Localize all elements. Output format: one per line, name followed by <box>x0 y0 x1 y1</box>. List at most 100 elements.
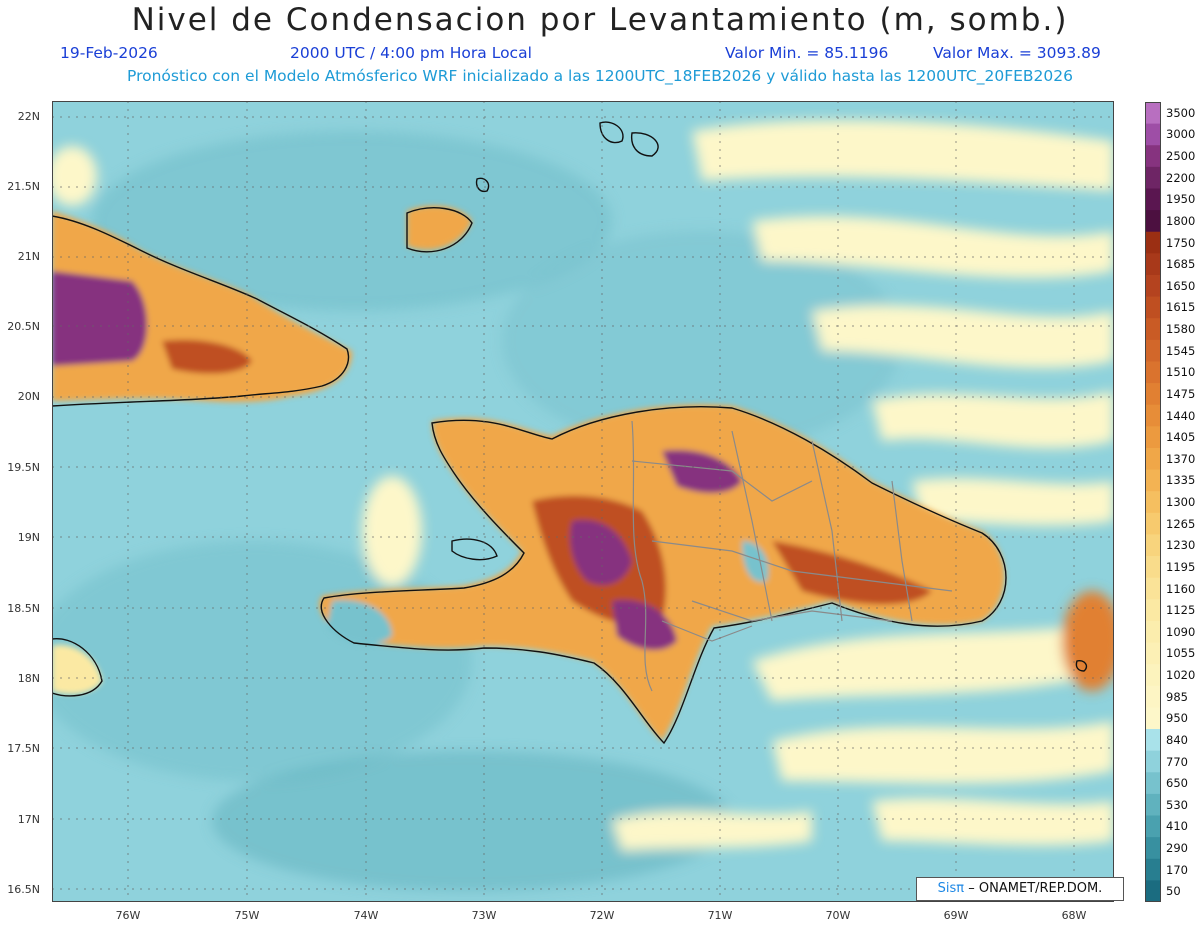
colorbar-label: 50 <box>1166 884 1181 899</box>
colorbar-swatch <box>1145 296 1161 319</box>
lat-label: 18N <box>17 672 40 685</box>
colorbar-label: 1615 <box>1166 300 1196 315</box>
colorbar-swatch <box>1145 729 1161 752</box>
colorbar-label: 1440 <box>1166 408 1196 423</box>
colorbar-swatch <box>1145 837 1161 860</box>
lon-label: 74W <box>353 909 379 922</box>
colorbar-swatch <box>1145 253 1161 276</box>
colorbar-label: 1055 <box>1166 646 1196 661</box>
colorbar-swatch <box>1145 685 1161 708</box>
colorbar-label: 1950 <box>1166 192 1196 207</box>
colorbar-label: 1230 <box>1166 538 1196 553</box>
colorbar-swatch <box>1145 102 1161 125</box>
map-frame <box>52 101 1114 902</box>
lcl-map <box>52 101 1114 902</box>
colorbar-label: 840 <box>1166 732 1188 747</box>
colorbar-swatch <box>1145 383 1161 406</box>
colorbar-swatch <box>1145 404 1161 427</box>
lon-label: 75W <box>234 909 260 922</box>
colorbar-swatch <box>1145 707 1161 730</box>
colorbar-label: 1335 <box>1166 473 1196 488</box>
colorbar-label: 3500 <box>1166 105 1196 120</box>
colorbar-label: 530 <box>1166 797 1188 812</box>
lat-label: 16.5N <box>7 883 40 896</box>
colorbar-label: 1300 <box>1166 495 1196 509</box>
lon-label: 71W <box>707 909 733 922</box>
colorbar-label: 1405 <box>1166 430 1196 445</box>
lat-label: 22N <box>17 110 40 123</box>
lat-label: 17N <box>17 813 40 826</box>
max-value: Valor Max. = 3093.89 <box>933 44 1101 62</box>
lat-label: 19N <box>17 531 40 544</box>
colorbar-label: 650 <box>1166 776 1188 791</box>
colorbar-swatch <box>1145 512 1161 535</box>
colorbar-label: 1090 <box>1166 624 1196 639</box>
colorbar-swatch <box>1145 361 1161 384</box>
colorbar-swatch <box>1145 534 1161 557</box>
colorbar-swatch <box>1145 231 1161 254</box>
credit-box: Sisπ – ONAMET/REP.DOM. <box>916 877 1124 901</box>
lon-label: 70W <box>825 909 851 922</box>
lat-label: 17.5N <box>7 742 40 755</box>
coastlines <box>52 121 1088 745</box>
lon-label: 72W <box>589 909 615 922</box>
map-svg <box>52 101 1114 902</box>
colorbar-label: 1160 <box>1166 581 1196 596</box>
colorbar-label: 1800 <box>1166 213 1196 228</box>
colorbar-label: 950 <box>1166 711 1188 726</box>
colorbar-swatch <box>1145 664 1161 687</box>
sispi-logo: Sisπ <box>937 881 965 896</box>
colorbar-swatch <box>1145 815 1161 838</box>
colorbar-swatch <box>1145 188 1161 211</box>
colorbar-label: 1580 <box>1166 322 1196 336</box>
colorbar-swatch <box>1145 750 1161 773</box>
lat-label: 19.5N <box>7 461 40 474</box>
colorbar-swatch <box>1145 339 1161 362</box>
colorbar-label: 985 <box>1166 689 1188 704</box>
colorbar-swatch <box>1145 447 1161 471</box>
colorbar-swatch <box>1145 491 1161 514</box>
forecast-time: 2000 UTC / 4:00 pm Hora Local <box>290 44 532 62</box>
colorbar-label: 1125 <box>1166 603 1196 618</box>
colorbar-swatch <box>1145 858 1161 881</box>
lat-label: 20N <box>17 390 40 403</box>
map-title: Nivel de Condensacion por Levantamiento … <box>131 2 1069 38</box>
land-shading <box>52 205 1005 741</box>
colorbar-swatch <box>1145 123 1161 146</box>
colorbar-swatch <box>1145 880 1161 902</box>
lon-label: 68W <box>1061 909 1087 922</box>
lon-label: 76W <box>115 909 141 922</box>
colorbar-label: 1370 <box>1166 451 1196 466</box>
colorbar-swatch <box>1145 166 1161 189</box>
colorbar-label: 1510 <box>1166 365 1196 380</box>
colorbar-label: 1750 <box>1166 235 1196 250</box>
colorbar-label: 1650 <box>1166 278 1196 293</box>
lon-label: 73W <box>471 909 497 922</box>
colorbar-label: 2200 <box>1166 170 1196 185</box>
colorbar-label: 1195 <box>1166 559 1196 574</box>
colorbar-label: 3000 <box>1166 127 1196 142</box>
colorbar-swatch <box>1145 274 1161 298</box>
colorbar-label: 410 <box>1166 819 1188 834</box>
colorbar-swatch <box>1145 620 1161 644</box>
colorbar-label: 1475 <box>1166 386 1196 401</box>
min-value: Valor Min. = 85.1196 <box>725 44 889 62</box>
colorbar-swatch <box>1145 793 1161 817</box>
lat-label: 21N <box>17 250 40 263</box>
colorbar-swatch <box>1145 210 1161 233</box>
credit-text: – ONAMET/REP.DOM. <box>968 881 1103 896</box>
colorbar-label: 1545 <box>1166 343 1196 358</box>
graticule <box>52 101 1114 902</box>
colorbar-swatch <box>1145 577 1161 600</box>
lat-label: 18.5N <box>7 602 40 615</box>
colorbar-swatch <box>1145 318 1161 341</box>
colorbar-label: 290 <box>1166 840 1188 855</box>
colorbar-label: 1020 <box>1166 668 1196 682</box>
province-boundaries <box>631 420 953 692</box>
colorbar-label: 770 <box>1166 754 1188 769</box>
lon-label: 69W <box>943 909 969 922</box>
colorbar-swatch <box>1145 469 1161 492</box>
colorbar-swatch <box>1145 145 1161 168</box>
lat-label: 20.5N <box>7 320 40 333</box>
colorbar-swatch <box>1145 599 1161 622</box>
